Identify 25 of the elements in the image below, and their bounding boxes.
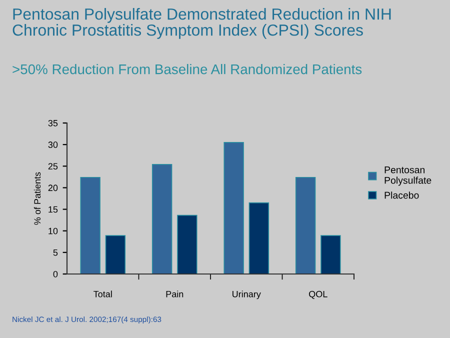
y-tick-label: 25 [48, 163, 58, 170]
x-tick-label: Urinary [232, 290, 261, 300]
bar [152, 164, 172, 274]
bar [320, 235, 341, 274]
bar [224, 142, 244, 274]
bar [105, 235, 126, 274]
y-tick-label: 5 [53, 249, 58, 256]
legend-label: Pentosan Polysulfate [384, 166, 432, 186]
x-tick-label: Total [94, 290, 112, 298]
bar [80, 176, 100, 274]
y-tick-label: 10 [48, 228, 58, 234]
y-tick-label: 0 [53, 270, 58, 278]
chart-title: Pentosan Polysulfate Demonstrated Reduction in NIH Chronic Prostatitis Symptom Index (CPSI) Scores [12, 8, 391, 39]
bar [177, 214, 198, 274]
y-tick-label: 15 [48, 206, 58, 213]
x-tick-label: Pain [166, 290, 184, 298]
y-tick-label: 35 [48, 120, 58, 126]
y-axis-title: % of Patients [34, 172, 41, 225]
y-tick-label: 30 [48, 142, 58, 148]
y-tick-label: 20 [48, 184, 58, 192]
bar [248, 202, 270, 274]
chart-subtitle: >50% Reduction From Baseline All Randomized Patients [12, 64, 362, 74]
bar [295, 176, 316, 274]
legend-label: Placebo [384, 192, 419, 199]
x-tick-label: QOL [309, 290, 328, 299]
